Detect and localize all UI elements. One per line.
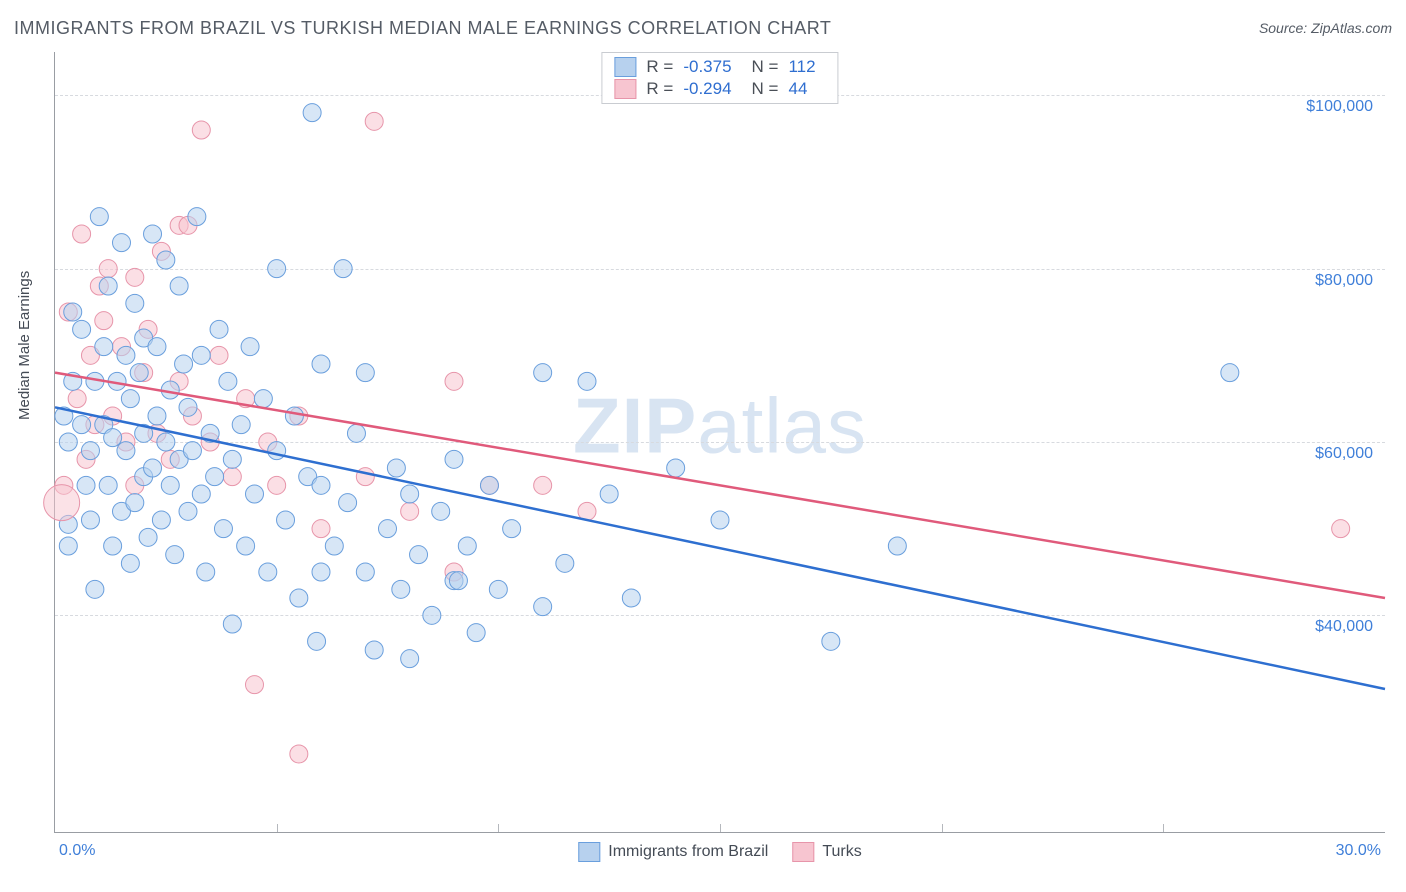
x-axis-start-label: 0.0%: [59, 842, 95, 860]
legend-label-brazil: Immigrants from Brazil: [608, 843, 768, 861]
scatter-svg: [55, 52, 1385, 832]
chart-header: IMMIGRANTS FROM BRAZIL VS TURKISH MEDIAN…: [14, 18, 1392, 48]
plot-area: ZIPatlas $40,000$60,000$80,000$100,000 0…: [54, 52, 1385, 833]
source-label: Source:: [1259, 20, 1307, 36]
r-label: R =: [646, 79, 673, 99]
n-label: N =: [752, 57, 779, 77]
correlation-row-brazil: R = -0.375 N = 112: [602, 56, 837, 78]
swatch-turks: [614, 79, 636, 99]
chart-title: IMMIGRANTS FROM BRAZIL VS TURKISH MEDIAN…: [14, 18, 831, 38]
legend-item-turks: Turks: [792, 842, 861, 862]
r-label: R =: [646, 57, 673, 77]
n-value-turks: 44: [788, 79, 807, 99]
r-value-brazil: -0.375: [683, 57, 731, 77]
r-value-turks: -0.294: [683, 79, 731, 99]
x-axis-end-label: 30.0%: [1336, 842, 1381, 860]
swatch-brazil: [578, 842, 600, 862]
n-value-brazil: 112: [788, 57, 815, 77]
swatch-brazil: [614, 57, 636, 77]
y-axis-label: Median Male Earnings: [16, 271, 33, 420]
n-label: N =: [752, 79, 779, 99]
series-legend: Immigrants from Brazil Turks: [578, 842, 861, 862]
correlation-legend: R = -0.375 N = 112 R = -0.294 N = 44: [601, 52, 838, 104]
legend-label-turks: Turks: [822, 843, 861, 861]
source-attribution: Source: ZipAtlas.com: [1259, 20, 1392, 36]
source-value: ZipAtlas.com: [1311, 20, 1392, 36]
swatch-turks: [792, 842, 814, 862]
correlation-row-turks: R = -0.294 N = 44: [602, 78, 837, 100]
legend-item-brazil: Immigrants from Brazil: [578, 842, 768, 862]
